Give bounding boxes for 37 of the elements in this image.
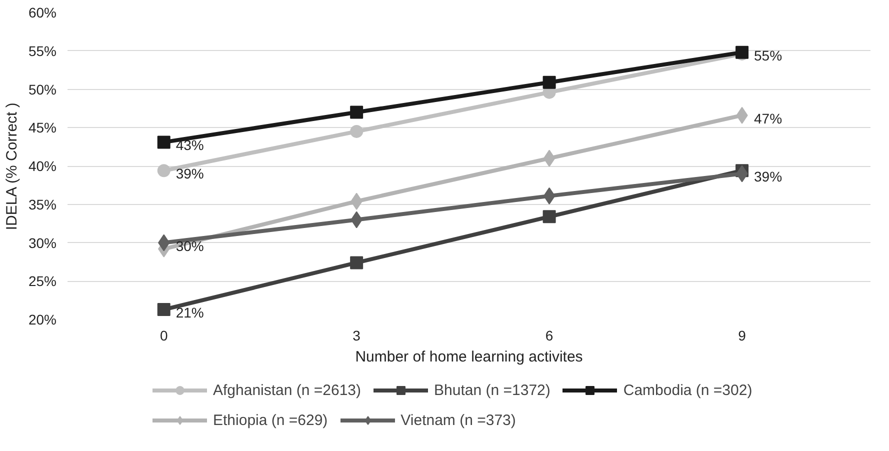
y-tick-label: 55% (28, 42, 57, 59)
legend-label: Cambodia (n =302) (623, 382, 752, 398)
point (542, 210, 556, 224)
y-tick-label: 45% (28, 120, 57, 136)
point (543, 150, 556, 167)
point (350, 106, 364, 119)
legend-label: Bhutan (n =1372) (434, 382, 550, 398)
x-tick-label: 0 (160, 328, 168, 344)
data-label: 39% (754, 168, 782, 185)
point (350, 256, 364, 270)
y-tick-label: 35% (28, 196, 57, 212)
data-label: 30% (176, 238, 204, 254)
x-axis-title: Number of home learning activites (355, 348, 583, 366)
data-label: 43% (176, 137, 204, 154)
legend-label: Vietnam (n =373) (400, 412, 516, 428)
point (157, 303, 170, 316)
point (157, 136, 170, 149)
x-tick-label: 9 (738, 328, 746, 344)
data-label: 55% (754, 47, 782, 64)
data-label: 39% (176, 166, 204, 182)
data-label: 21% (176, 304, 204, 321)
point (157, 164, 170, 178)
legend-label: Afghanistan (n =2613) (213, 382, 362, 398)
data-label: 47% (754, 110, 782, 126)
y-tick-label: 30% (28, 234, 57, 251)
point (350, 124, 364, 138)
x-tick-label: 6 (545, 328, 554, 344)
y-axis-title: IDELA (% Correct ) (3, 102, 20, 230)
point (543, 187, 556, 204)
y-tick-label: 25% (28, 273, 57, 290)
legend-label: Ethiopia (n =629) (213, 412, 328, 428)
y-tick-label: 40% (28, 158, 57, 174)
point (542, 76, 556, 89)
y-tick-label: 20% (28, 312, 57, 328)
y-tick-label: 60% (28, 4, 57, 20)
y-tick-label: 50% (28, 81, 57, 98)
x-tick-label: 3 (352, 328, 361, 344)
